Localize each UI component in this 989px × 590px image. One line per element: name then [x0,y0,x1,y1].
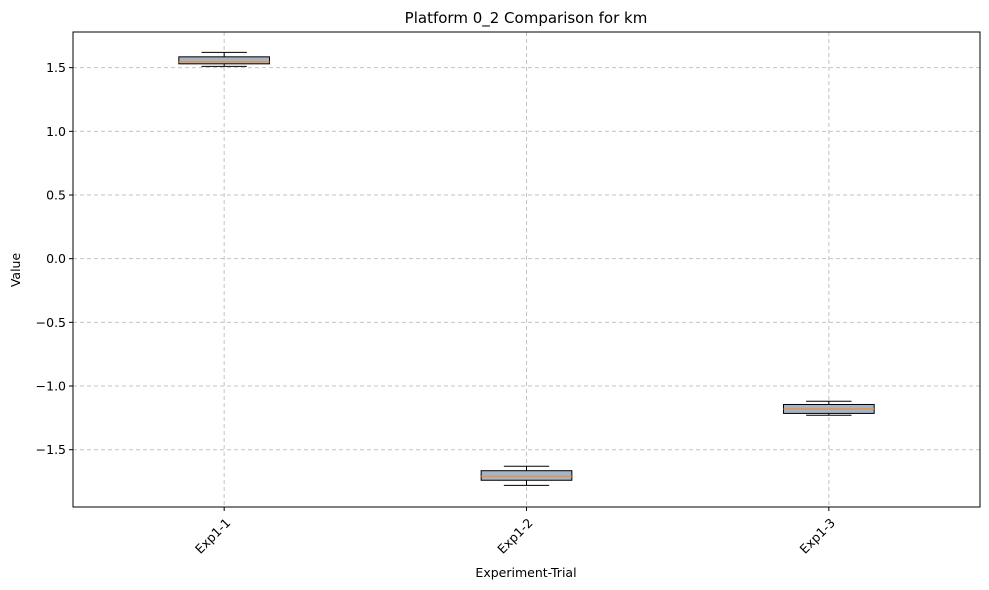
boxes [178,51,875,486]
y-tick-label: 0.0 [46,251,66,266]
box-Exp1-2 [480,465,573,486]
y-axis-title: Value [8,253,23,288]
box-body [178,56,271,65]
y-axis: 1.5 1.0 0.5 0.0 −0.5 −1.0 −1.5 [36,60,73,457]
box-Exp1-1 [178,51,271,67]
y-tick-label: −1.5 [36,442,66,457]
box-Exp1-3 [782,400,875,416]
grid [73,32,980,507]
y-tick-label: −1.0 [36,379,66,394]
box-body [480,470,573,481]
y-tick-label: −0.5 [36,315,66,330]
chart-title: Platform 0_2 Comparison for km [405,9,648,28]
y-tick-label: 0.5 [46,188,66,203]
y-tick-label: 1.0 [46,124,66,139]
x-axis-title: Experiment-Trial [475,565,576,580]
y-tick-label: 1.5 [46,60,66,75]
